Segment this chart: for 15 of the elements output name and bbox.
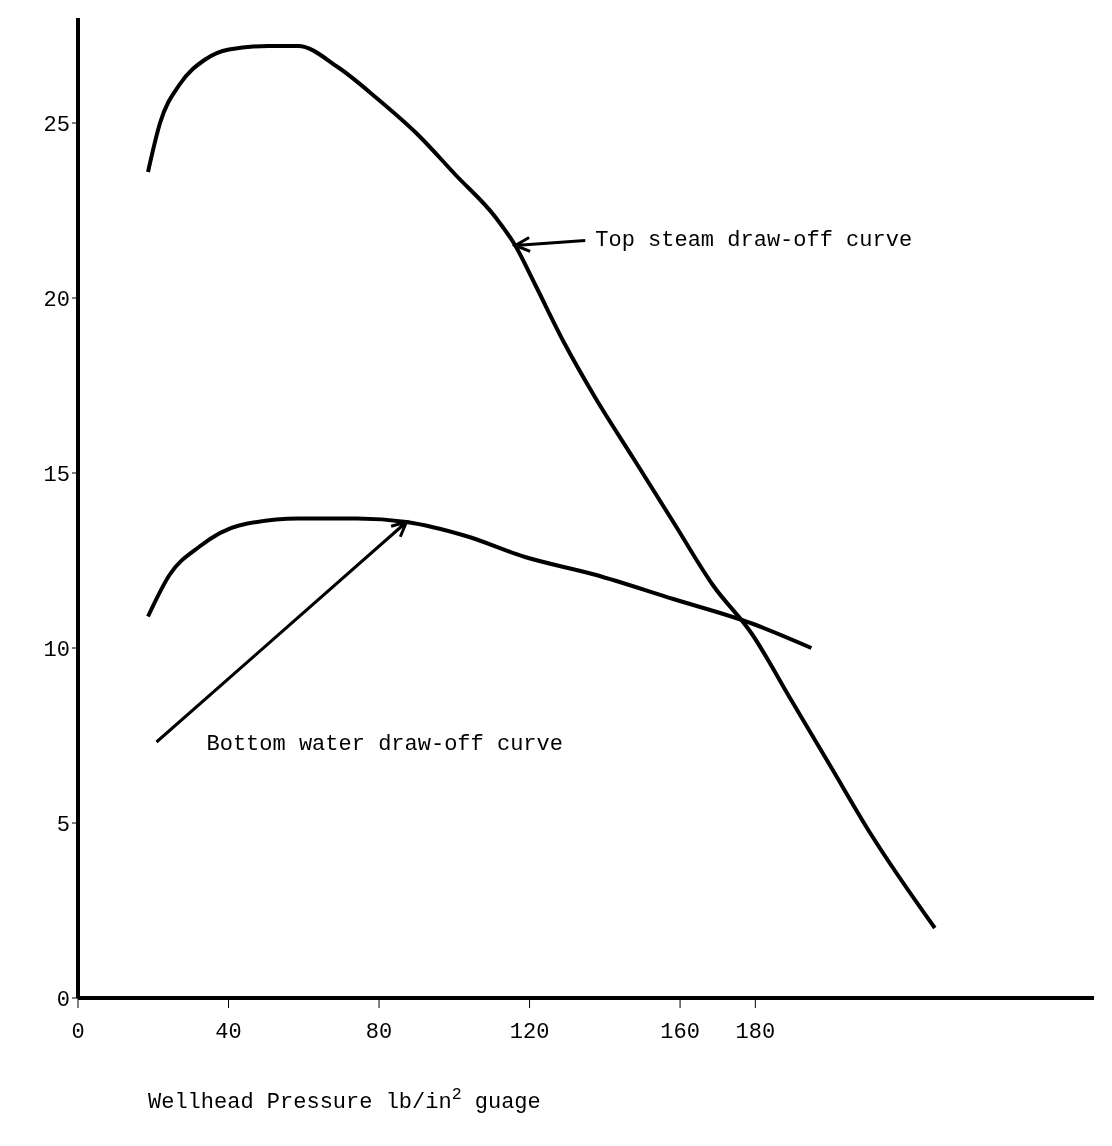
y-tick-label: 0 [56,987,70,1013]
line-series [145,44,937,930]
y-tick-label: 5 [56,812,70,838]
x-tick-label: 160 [660,1019,700,1045]
annotation: Top steam draw-off curve [595,227,913,253]
y-tick-label: 10 [43,637,70,663]
x-tick-label: 180 [735,1019,776,1045]
y-tick-label: 15 [43,462,70,488]
x-tick-label: 80 [365,1019,393,1045]
y-tick-label: 20 [43,287,70,313]
y-tick-label: 25 [43,112,70,138]
x-axis-title: Wellhead Pressure lb/in$^{2}$ guage [148,1084,541,1115]
annotation: Bottom water draw-off curve [206,732,563,757]
x-tick-label: 40 [215,1019,242,1045]
x-tick-label: 120 [509,1019,550,1045]
